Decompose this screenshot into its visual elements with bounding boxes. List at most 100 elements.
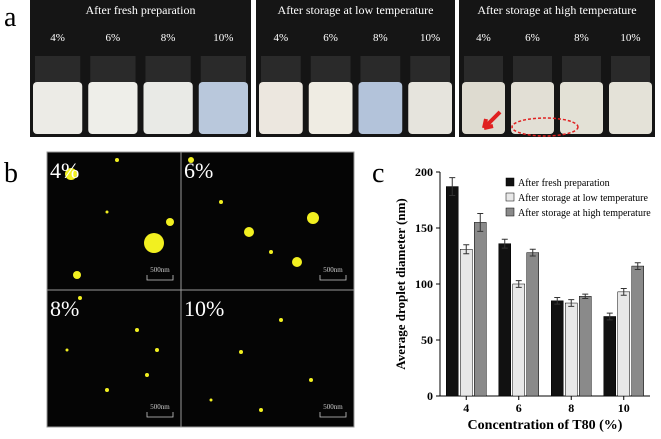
droplet xyxy=(73,271,81,279)
x-tick-label: 4 xyxy=(463,401,469,415)
vial xyxy=(560,82,603,134)
droplet xyxy=(309,378,313,382)
droplet xyxy=(239,350,243,354)
quadrant-label: 8% xyxy=(50,296,79,321)
vial xyxy=(358,82,403,134)
vial-cap xyxy=(145,56,191,82)
error-bar xyxy=(620,287,627,296)
vial xyxy=(198,82,248,134)
x-tick-label: 6 xyxy=(516,401,522,415)
vial-cap xyxy=(310,56,351,82)
droplet xyxy=(259,408,263,412)
droplet xyxy=(115,158,119,162)
y-tick-label: 50 xyxy=(421,333,433,347)
vial xyxy=(408,82,452,134)
bar xyxy=(551,300,564,397)
concentration-label: 8% xyxy=(373,32,388,44)
droplet xyxy=(78,296,82,300)
vial-cap xyxy=(513,56,552,82)
concentration-label: 4% xyxy=(476,32,491,44)
photo-title: After storage at high temperature xyxy=(477,3,636,17)
legend-label: After fresh preparation xyxy=(518,178,610,189)
bar xyxy=(460,249,473,397)
scale-label: 500nm xyxy=(150,266,170,274)
droplet xyxy=(244,227,254,237)
bar xyxy=(603,316,616,397)
concentration-label: 4% xyxy=(274,32,289,44)
droplet xyxy=(65,168,77,180)
error-bar xyxy=(477,212,484,232)
error-bar xyxy=(582,293,589,300)
droplet xyxy=(144,233,164,253)
vial xyxy=(143,82,193,134)
scale-bar xyxy=(146,275,174,281)
bar xyxy=(446,186,459,397)
legend-swatch xyxy=(505,207,515,217)
vial xyxy=(259,82,303,134)
bar xyxy=(565,302,578,397)
micrograph xyxy=(180,289,355,428)
droplet xyxy=(145,373,149,377)
droplet xyxy=(135,328,139,332)
micrograph xyxy=(46,289,182,428)
error-bar xyxy=(606,312,613,321)
quadrant-label: 6% xyxy=(184,158,213,183)
y-tick-label: 200 xyxy=(415,165,433,179)
legend-swatch xyxy=(505,192,515,202)
droplet xyxy=(166,218,174,226)
droplet xyxy=(188,157,194,163)
bar xyxy=(526,252,539,397)
concentration-label: 10% xyxy=(620,32,640,44)
legend-label: After storage at high temperature xyxy=(518,208,651,219)
vial xyxy=(511,82,554,134)
droplet xyxy=(292,257,302,267)
scale-bar xyxy=(146,412,174,418)
droplet xyxy=(65,348,69,352)
panel-label: b xyxy=(4,158,18,189)
droplet xyxy=(105,388,109,392)
concentration-label: 8% xyxy=(161,32,176,44)
panel-label: a xyxy=(4,2,17,33)
legend-swatch xyxy=(505,177,515,187)
vial-cap xyxy=(410,56,450,82)
scale-bar xyxy=(319,275,347,281)
vial-cap xyxy=(261,56,301,82)
scale-label: 500nm xyxy=(323,403,343,411)
concentration-label: 10% xyxy=(420,32,440,44)
error-bar xyxy=(568,299,575,307)
scale-label: 500nm xyxy=(323,266,343,274)
concentration-label: 6% xyxy=(106,32,121,44)
arrow xyxy=(482,110,502,130)
error-bar xyxy=(449,177,456,197)
panel-label: c xyxy=(372,158,384,189)
x-tick-label: 10 xyxy=(618,401,630,415)
concentration-label: 4% xyxy=(50,32,65,44)
droplet xyxy=(105,210,109,214)
bar xyxy=(474,222,487,397)
vial-cap xyxy=(200,56,246,82)
error-bar xyxy=(501,238,508,249)
x-tick-label: 8 xyxy=(568,401,574,415)
bar xyxy=(617,291,630,397)
bar xyxy=(631,265,644,397)
vial-cap xyxy=(464,56,503,82)
error-bar xyxy=(634,262,641,270)
concentration-label: 6% xyxy=(323,32,338,44)
bar xyxy=(512,283,525,397)
error-bar xyxy=(515,280,522,288)
vial-cap xyxy=(562,56,601,82)
scale-label: 500nm xyxy=(150,403,170,411)
droplet xyxy=(209,398,213,402)
x-axis-label: Concentration of T80 (%) xyxy=(468,418,623,433)
bar xyxy=(498,243,511,397)
scale-bar xyxy=(319,412,347,418)
bar xyxy=(579,296,592,397)
vial-cap xyxy=(360,56,401,82)
droplet xyxy=(279,318,283,322)
quadrant-label: 10% xyxy=(184,296,224,321)
vial-cap xyxy=(611,56,650,82)
droplet xyxy=(307,212,319,224)
y-axis-label: Average droplet diameter (nm) xyxy=(393,198,408,369)
concentration-label: 6% xyxy=(525,32,540,44)
